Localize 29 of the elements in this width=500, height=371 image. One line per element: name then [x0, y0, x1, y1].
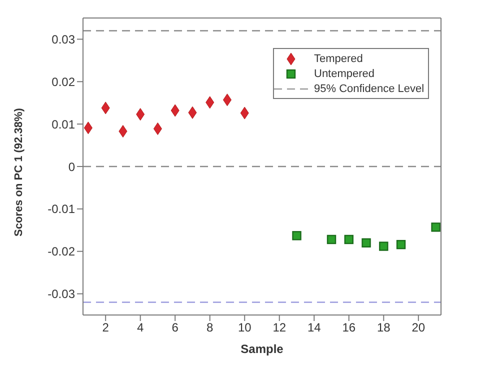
x-tick-label: 4 [137, 320, 144, 335]
y-axis-title: Scores on PC 1 (92.38%) [12, 108, 25, 236]
point [344, 234, 354, 244]
point [326, 234, 336, 244]
x-tick-label: 20 [412, 320, 426, 335]
y-tick-label: 0.02 [52, 74, 76, 89]
y-tick-label: 0 [68, 160, 76, 174]
x-tick-label: 10 [238, 320, 252, 335]
legend-label: Untempered [314, 68, 375, 80]
y-tick-label: -0.01 [48, 202, 76, 216]
y-tick-label: 0.03 [52, 32, 76, 46]
x-tick-label: 6 [172, 320, 179, 335]
x-tick-label: 14 [307, 320, 322, 335]
x-tick-label: 12 [272, 320, 286, 335]
y-tick-label: -0.02 [48, 244, 76, 259]
point [431, 222, 440, 232]
point [292, 231, 302, 240]
point [396, 240, 406, 250]
x-tick-label: 8 [206, 320, 214, 335]
legend-label: 95% Confidence Level [314, 82, 424, 94]
x-tick-label: 18 [376, 320, 391, 335]
x-axis-title: Sample [240, 342, 284, 356]
y-tick-label: -0.03 [48, 287, 76, 302]
legend-label: Tempered [314, 52, 363, 64]
x-tick-label: 2 [102, 320, 110, 335]
point [379, 242, 388, 251]
point [362, 238, 371, 248]
y-tick-label: 0.01 [52, 117, 76, 132]
x-tick-label: 16 [342, 320, 356, 335]
